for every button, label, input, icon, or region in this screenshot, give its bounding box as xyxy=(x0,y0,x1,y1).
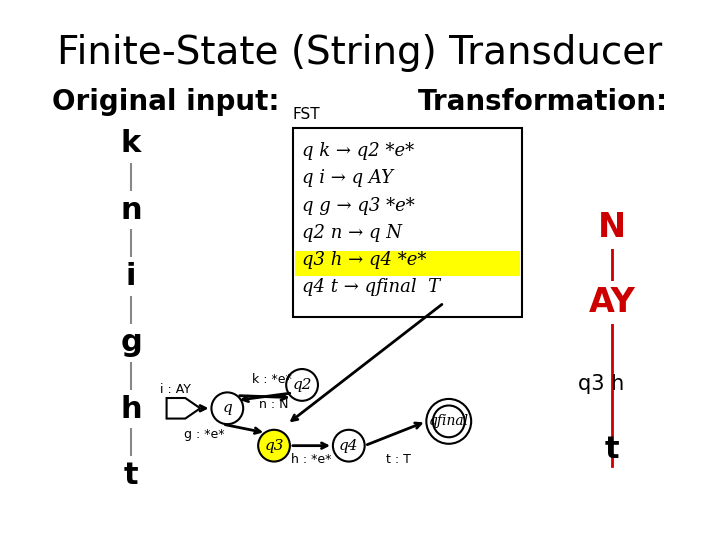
FancyBboxPatch shape xyxy=(293,128,522,317)
FancyBboxPatch shape xyxy=(294,251,520,275)
Polygon shape xyxy=(166,398,200,419)
Text: g : *e*: g : *e* xyxy=(184,428,224,441)
Text: Original input:: Original input: xyxy=(52,88,279,116)
Circle shape xyxy=(212,393,243,424)
Text: q4 t → qfinal  T: q4 t → qfinal T xyxy=(302,278,440,296)
Text: Finite-State (String) Transducer: Finite-State (String) Transducer xyxy=(58,34,662,72)
Text: h : *e*: h : *e* xyxy=(291,453,332,466)
Text: N: N xyxy=(598,212,626,245)
Text: FST: FST xyxy=(293,107,320,123)
Text: q g → q3 *e*: q g → q3 *e* xyxy=(302,197,415,214)
Text: n: n xyxy=(120,195,142,225)
Text: q3 h → q4 *e*: q3 h → q4 *e* xyxy=(302,251,426,269)
Text: q4: q4 xyxy=(339,438,359,453)
Text: q3 h: q3 h xyxy=(577,374,624,394)
Text: q: q xyxy=(222,401,232,415)
Circle shape xyxy=(258,430,290,462)
Text: i : AY: i : AY xyxy=(161,383,192,396)
Text: t: t xyxy=(124,461,138,490)
Text: AY: AY xyxy=(589,286,636,319)
Circle shape xyxy=(286,369,318,401)
Text: h: h xyxy=(120,395,142,424)
Text: i: i xyxy=(126,262,136,291)
Text: qfinal: qfinal xyxy=(428,414,469,428)
Text: q2: q2 xyxy=(292,378,312,392)
Text: n : N: n : N xyxy=(259,397,289,410)
Circle shape xyxy=(433,406,464,437)
Text: k : *e*: k : *e* xyxy=(252,373,292,386)
Text: q2 n → q N: q2 n → q N xyxy=(302,224,402,241)
Text: q3: q3 xyxy=(264,438,284,453)
Text: q i → q AY: q i → q AY xyxy=(302,170,393,187)
Text: t: t xyxy=(605,435,620,464)
Text: k: k xyxy=(121,130,141,158)
Text: Transformation:: Transformation: xyxy=(418,88,668,116)
Text: g: g xyxy=(120,328,142,357)
Circle shape xyxy=(333,430,364,462)
Text: t : T: t : T xyxy=(387,453,411,466)
Text: q k → q2 *e*: q k → q2 *e* xyxy=(302,143,414,160)
